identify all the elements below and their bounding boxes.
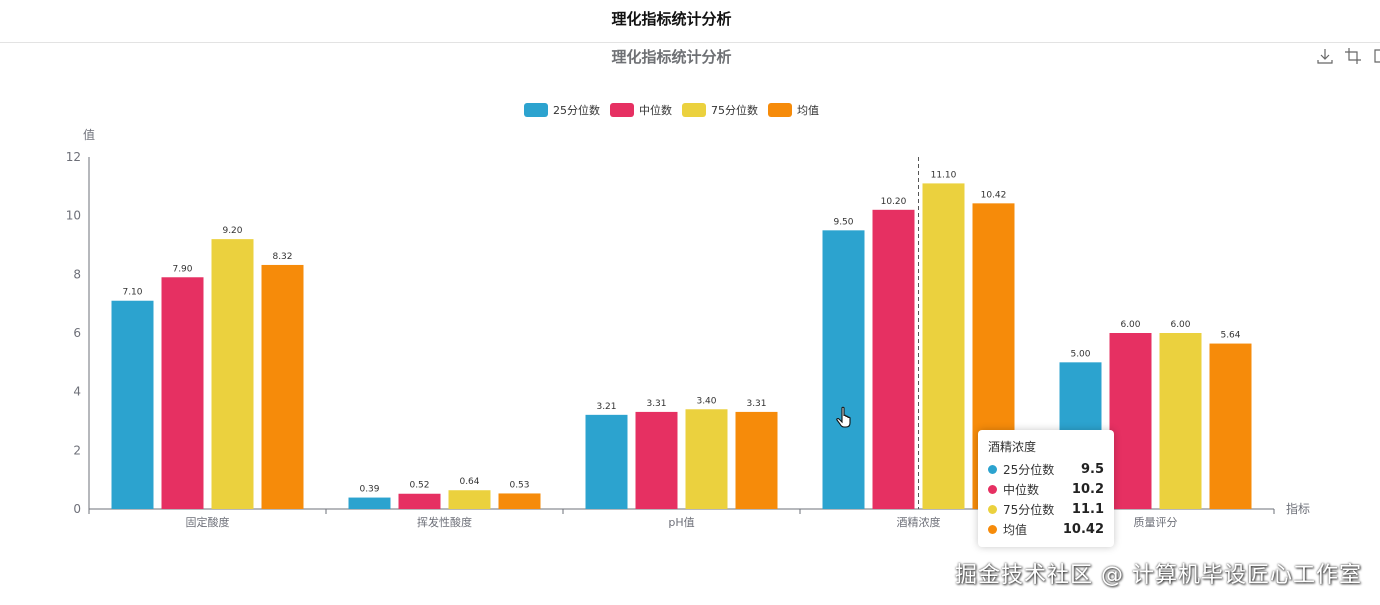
bar-value-label: 8.32 xyxy=(272,252,292,262)
bar-value-label: 10.20 xyxy=(881,197,907,207)
bar-value-label: 5.64 xyxy=(1220,331,1240,341)
tooltip-series-value: 9.5 xyxy=(1080,461,1104,477)
series-dot-icon xyxy=(988,504,997,514)
tooltip-series-value: 11.1 xyxy=(1071,501,1104,517)
bar[interactable] xyxy=(211,239,254,509)
chart-toolbox xyxy=(1316,47,1380,65)
bar[interactable] xyxy=(635,411,678,509)
legend-label: 75分位数 xyxy=(711,104,758,117)
bar-value-label: 3.31 xyxy=(746,399,766,409)
bar[interactable] xyxy=(448,490,491,509)
hand-cursor-icon xyxy=(836,406,854,433)
tooltip-series-name: 均值 xyxy=(1003,522,1028,537)
chart-tooltip: 酒精浓度 25分位数 9.5 中位数 10.2 75分位数 11.1 均值 10.42 xyxy=(978,430,1114,547)
y-tick-label: 6 xyxy=(73,326,81,340)
page-title: 理化指标统计分析 xyxy=(611,10,732,28)
legend-swatch xyxy=(610,103,634,117)
bar-value-label: 0.39 xyxy=(359,485,379,495)
bar-value-label: 0.52 xyxy=(409,481,429,491)
bar[interactable] xyxy=(348,497,391,509)
bar[interactable] xyxy=(398,493,441,509)
bar[interactable] xyxy=(872,209,915,510)
series-dot-icon xyxy=(988,524,997,534)
legend-label: 中位数 xyxy=(639,104,672,117)
y-tick-label: 4 xyxy=(73,385,81,399)
bar[interactable] xyxy=(161,277,204,509)
y-tick-label: 8 xyxy=(73,267,81,281)
bar-value-label: 6.00 xyxy=(1170,320,1190,330)
y-tick-label: 2 xyxy=(73,443,81,457)
bar[interactable] xyxy=(1159,333,1202,509)
bar-value-label: 3.21 xyxy=(596,402,616,412)
bar[interactable] xyxy=(1209,343,1252,509)
tooltip-series-value: 10.2 xyxy=(1071,481,1104,497)
page-header: 理化指标统计分析 xyxy=(0,0,1380,43)
bar[interactable] xyxy=(822,230,865,510)
legend-item[interactable]: 中位数 xyxy=(610,102,672,118)
bar-value-label: 0.64 xyxy=(459,477,479,487)
legend-label: 均值 xyxy=(797,104,819,117)
chart-title: 理化指标统计分析 xyxy=(611,48,732,66)
tooltip-series-value: 10.42 xyxy=(1062,521,1104,537)
legend-item[interactable]: 均值 xyxy=(768,102,819,118)
y-tick-label: 12 xyxy=(66,150,81,164)
bar[interactable] xyxy=(922,183,965,509)
y-tick-label: 0 xyxy=(73,502,81,516)
legend-swatch xyxy=(768,103,792,117)
tooltip-series-name: 中位数 xyxy=(1003,482,1040,497)
bar[interactable] xyxy=(1109,333,1152,509)
tooltip-series-name: 25分位数 xyxy=(1003,462,1055,477)
tooltip-row: 25分位数 9.5 xyxy=(988,459,1104,479)
bar[interactable] xyxy=(261,264,304,509)
crop-icon[interactable] xyxy=(1344,47,1362,65)
tooltip-row: 均值 10.42 xyxy=(988,519,1104,539)
y-axis-label: 值 xyxy=(83,127,95,142)
bar-value-label: 3.31 xyxy=(646,399,666,409)
bar-value-label: 9.20 xyxy=(222,226,242,236)
watermark: 掘金技术社区 @ 计算机毕设匠心工作室 xyxy=(955,563,1362,588)
bar-value-label: 11.10 xyxy=(931,170,957,180)
download-icon[interactable] xyxy=(1316,47,1334,65)
x-axis-label: 指标 xyxy=(1286,501,1310,516)
bar-value-label: 3.40 xyxy=(696,396,716,406)
bar[interactable] xyxy=(585,414,628,509)
legend-item[interactable]: 75分位数 xyxy=(682,102,758,118)
y-tick-label: 10 xyxy=(66,209,81,223)
legend-item[interactable]: 25分位数 xyxy=(524,102,600,118)
bar[interactable] xyxy=(498,493,541,509)
series-dot-icon xyxy=(988,464,997,474)
series-dot-icon xyxy=(988,484,997,494)
bar-value-label: 9.50 xyxy=(833,217,853,227)
bar-value-label: 10.42 xyxy=(981,190,1007,200)
tooltip-row: 75分位数 11.1 xyxy=(988,499,1104,519)
bar-value-label: 5.00 xyxy=(1070,349,1090,359)
tooltip-series-name: 75分位数 xyxy=(1003,502,1055,517)
legend-swatch xyxy=(682,103,706,117)
x-tick-label: pH值 xyxy=(668,516,694,529)
tooltip-row: 中位数 10.2 xyxy=(988,479,1104,499)
x-tick-label: 质量评分 xyxy=(1134,516,1178,529)
legend-label: 25分位数 xyxy=(553,104,600,117)
x-tick-label: 挥发性酸度 xyxy=(417,515,472,529)
legend-swatch xyxy=(524,103,548,117)
bar-value-label: 0.53 xyxy=(509,480,529,490)
restore-icon[interactable] xyxy=(1372,47,1380,65)
bar[interactable] xyxy=(685,409,728,509)
bar-value-label: 6.00 xyxy=(1120,320,1140,330)
x-tick-label: 固定酸度 xyxy=(186,515,230,529)
x-tick-label: 酒精浓度 xyxy=(897,515,941,529)
bar[interactable] xyxy=(735,411,778,509)
bar[interactable] xyxy=(111,300,154,509)
bar-value-label: 7.90 xyxy=(172,264,192,274)
tooltip-title: 酒精浓度 xyxy=(988,440,1037,454)
bar-value-label: 7.10 xyxy=(122,288,142,298)
chart-legend: 25分位数 中位数 75分位数 均值 xyxy=(0,102,1343,118)
